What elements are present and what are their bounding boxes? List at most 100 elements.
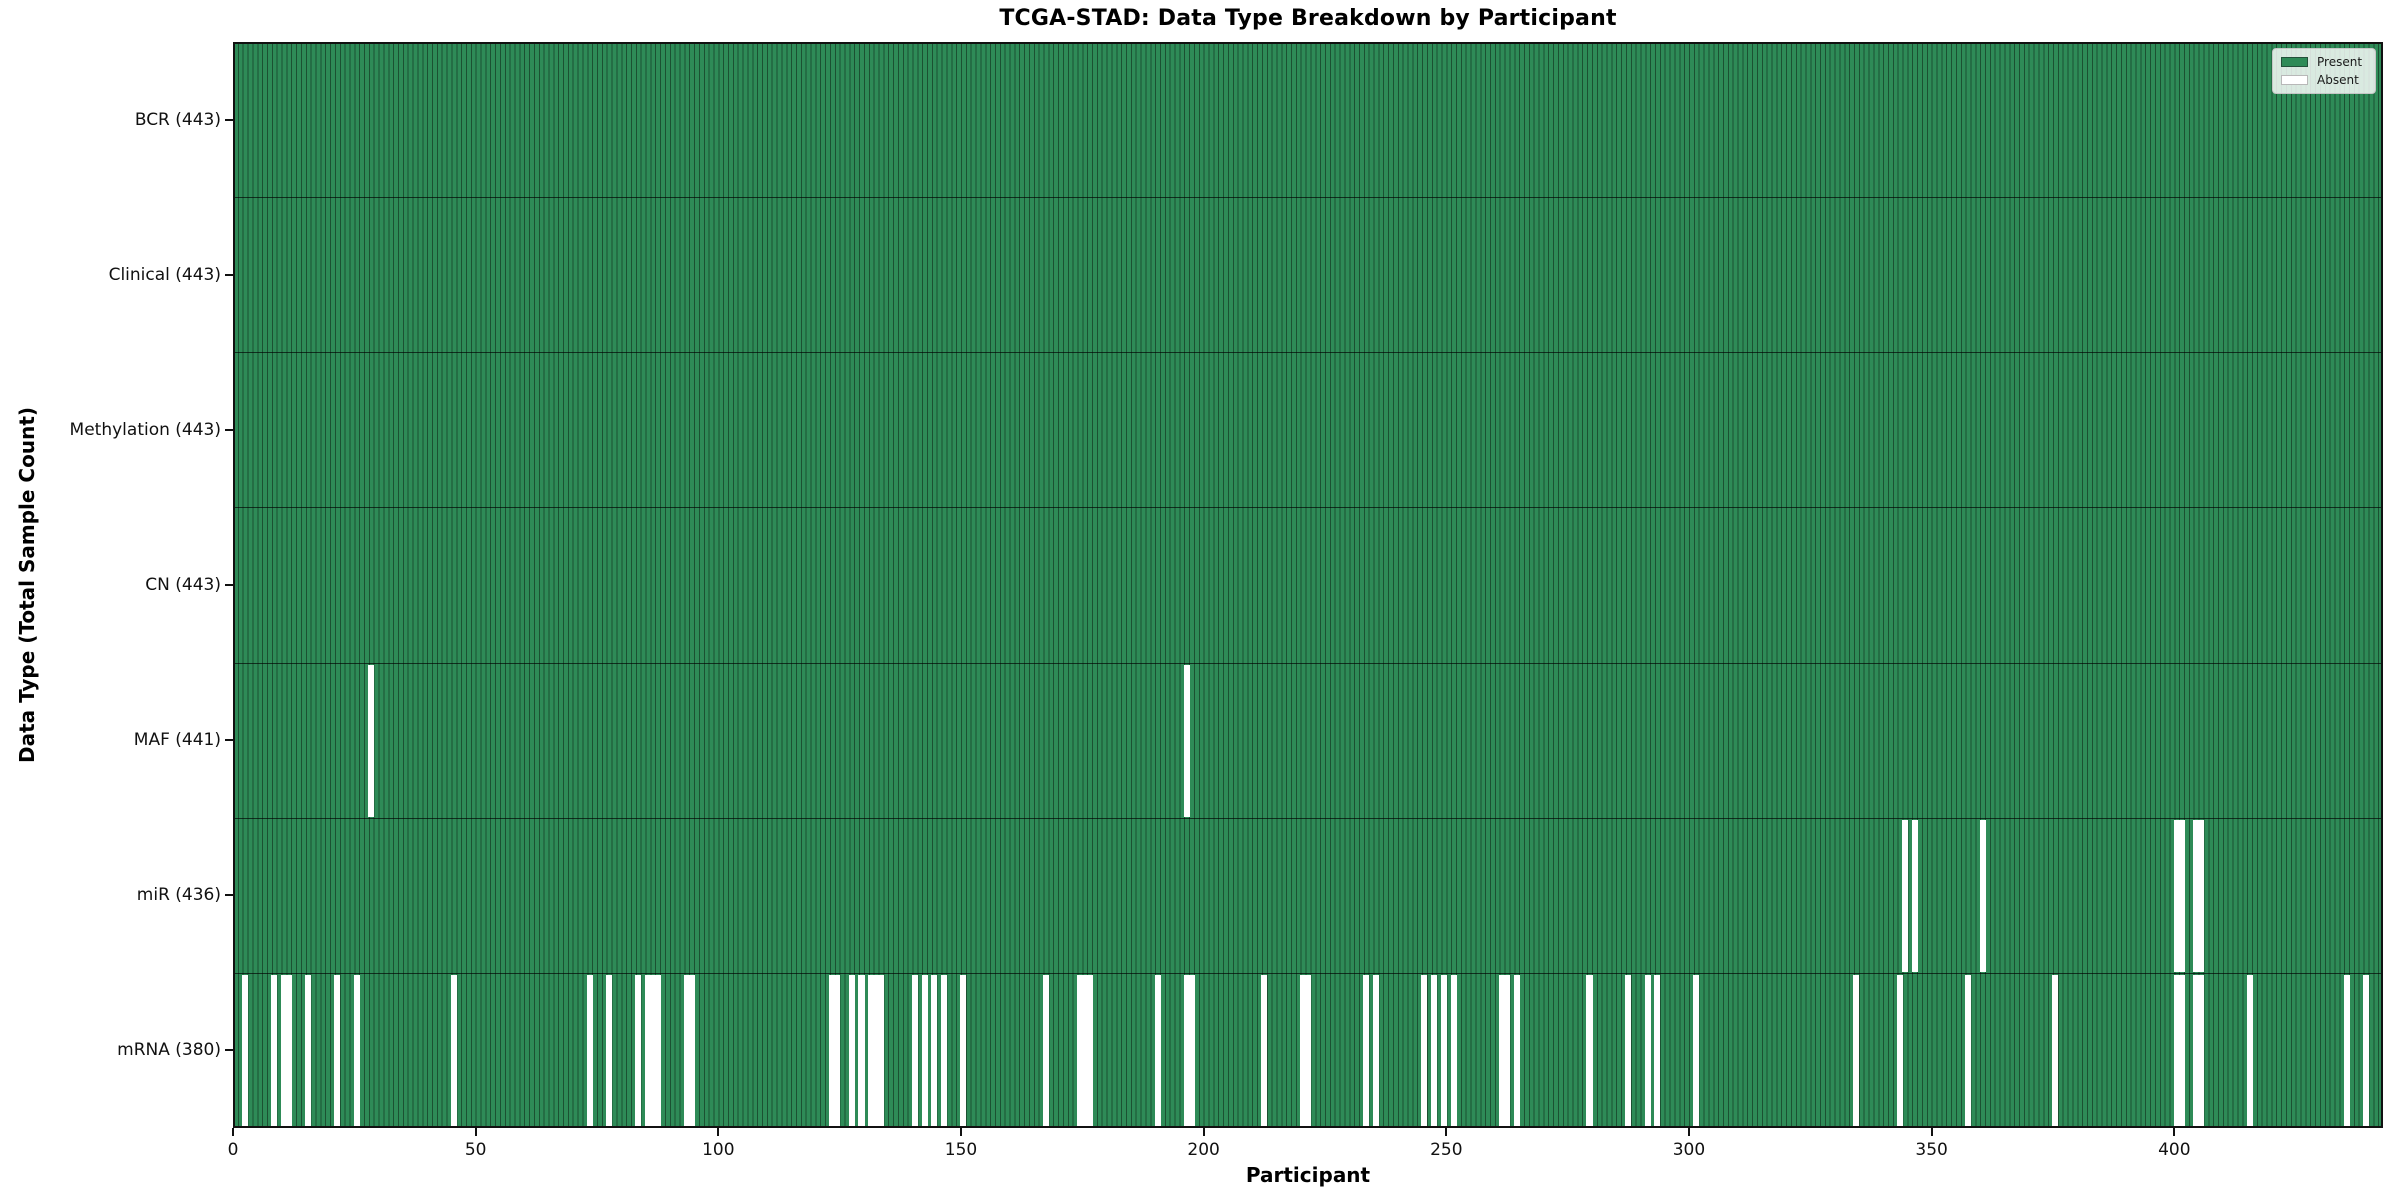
x-tick-label-250: 250 (1430, 1140, 1463, 1160)
absent-gap-mRNA-175 (1081, 974, 1088, 1127)
absent-gap-mRNA-176 (1086, 974, 1093, 1127)
x-tick-mark (1202, 1128, 1205, 1136)
absent-gap-mRNA-251 (1450, 974, 1457, 1127)
absent-gap-mRNA-401 (2178, 974, 2185, 1127)
absent-gap-mRNA-123 (829, 974, 836, 1127)
y-tick-label-Clinical: Clinical (443) (108, 264, 221, 285)
y-tick-label-Methylation: Methylation (443) (69, 419, 221, 440)
y-tick-mark (225, 894, 233, 897)
absent-gap-mRNA-375 (2052, 974, 2059, 1127)
absent-gap-mRNA-133 (877, 974, 884, 1127)
absent-gap-mRNA-10 (280, 974, 287, 1127)
row-band-Clinical (233, 197, 2383, 353)
y-tick-label-MAF: MAF (441) (133, 730, 221, 751)
legend-item-present: Present (2281, 56, 2367, 68)
absent-gap-mRNA-129 (858, 974, 865, 1127)
absent-gap-mRNA-220 (1300, 974, 1307, 1127)
absent-gap-mRNA-83 (635, 974, 642, 1127)
row-band-CN (233, 507, 2383, 663)
absent-gap-mRNA-301 (1693, 974, 1700, 1127)
row-band-mRNA (233, 972, 2383, 1128)
absent-gap-mRNA-140 (911, 974, 918, 1127)
absent-gap-mRNA-212 (1261, 974, 1268, 1127)
absent-gap-mRNA-435 (2343, 974, 2350, 1127)
y-tick-label-BCR: BCR (443) (134, 109, 221, 130)
x-tick-mark (1687, 1128, 1690, 1136)
x-tick-label-400: 400 (2158, 1140, 2191, 1160)
x-tick-mark (232, 1128, 234, 1136)
absent-gap-mRNA-124 (834, 974, 841, 1127)
x-tick-label-200: 200 (1187, 1140, 1220, 1160)
legend-swatch-absent (2281, 75, 2308, 85)
absent-gap-mRNA-174 (1076, 974, 1083, 1127)
absent-gap-mRNA-343 (1897, 974, 1904, 1127)
legend: Present Absent (2272, 48, 2376, 94)
x-tick-label-300: 300 (1672, 1140, 1706, 1160)
absent-gap-mRNA-197 (1188, 974, 1195, 1127)
absent-gap-mRNA-127 (848, 974, 855, 1127)
absent-gap-mRNA-2 (242, 974, 249, 1127)
x-tick-label-0: 0 (227, 1140, 239, 1160)
absent-gap-mRNA-144 (931, 974, 938, 1127)
x-tick-label-350: 350 (1915, 1140, 1948, 1160)
absent-gap-mRNA-262 (1503, 974, 1510, 1127)
x-tick-label-100: 100 (702, 1140, 735, 1160)
absent-gap-MAF-28 (368, 664, 375, 817)
absent-gap-mRNA-400 (2173, 974, 2180, 1127)
absent-gap-mRNA-233 (1363, 974, 1370, 1127)
x-tick-mark (474, 1128, 477, 1136)
y-tick-label-CN: CN (443) (145, 575, 221, 595)
absent-gap-mRNA-73 (586, 974, 593, 1127)
absent-gap-mRNA-25 (353, 974, 360, 1127)
absent-gap-miR-360 (1979, 819, 1986, 972)
x-axis-title: Participant (1245, 1163, 1371, 1187)
absent-gap-mRNA-245 (1421, 974, 1428, 1127)
absent-gap-MAF-196 (1183, 664, 1190, 817)
absent-gap-mRNA-196 (1183, 974, 1190, 1127)
absent-gap-mRNA-279 (1586, 974, 1593, 1127)
absent-gap-mRNA-142 (921, 974, 928, 1127)
absent-gap-mRNA-94 (688, 974, 695, 1127)
absent-gap-mRNA-221 (1304, 974, 1312, 1127)
absent-gap-miR-344 (1901, 819, 1908, 972)
absent-gap-mRNA-249 (1440, 974, 1447, 1127)
absent-gap-mRNA-404 (2193, 974, 2200, 1127)
absent-gap-mRNA-247 (1431, 974, 1438, 1127)
legend-item-absent: Absent (2281, 74, 2367, 86)
absent-gap-mRNA-190 (1154, 974, 1161, 1127)
absent-gap-mRNA-264 (1513, 974, 1520, 1127)
chart-title: TCGA-STAD: Data Type Breakdown by Partic… (999, 6, 1617, 31)
absent-gap-mRNA-11 (285, 974, 292, 1127)
y-tick-mark (225, 1049, 233, 1052)
x-tick-label-150: 150 (944, 1140, 978, 1160)
x-tick-label-50: 50 (464, 1140, 487, 1160)
absent-gap-mRNA-261 (1499, 974, 1506, 1127)
row-band-miR (233, 817, 2383, 973)
plot-area: Present Absent (233, 42, 2383, 1128)
absent-gap-mRNA-15 (305, 974, 312, 1127)
absent-gap-mRNA-334 (1853, 974, 1860, 1127)
row-band-MAF (233, 662, 2383, 818)
absent-gap-mRNA-167 (1042, 974, 1049, 1127)
absent-gap-mRNA-415 (2246, 974, 2253, 1127)
absent-gap-mRNA-287 (1625, 974, 1632, 1127)
x-tick-mark (1445, 1128, 1448, 1136)
absent-gap-miR-401 (2178, 819, 2185, 972)
absent-gap-mRNA-405 (2197, 974, 2205, 1127)
absent-gap-mRNA-8 (271, 974, 278, 1127)
legend-label-present: Present (2317, 55, 2363, 69)
absent-gap-mRNA-85 (644, 974, 651, 1127)
y-tick-mark (225, 273, 233, 276)
absent-gap-mRNA-132 (873, 974, 880, 1127)
absent-gap-mRNA-87 (654, 974, 661, 1127)
absent-gap-mRNA-131 (868, 974, 875, 1127)
absent-gap-miR-405 (2197, 819, 2205, 972)
absent-gap-mRNA-77 (606, 974, 613, 1127)
absent-gap-mRNA-235 (1372, 974, 1379, 1127)
legend-label-absent: Absent (2317, 73, 2359, 87)
absent-gap-miR-404 (2193, 819, 2200, 972)
absent-gap-mRNA-293 (1654, 974, 1661, 1127)
legend-swatch-present (2281, 57, 2308, 67)
absent-gap-mRNA-357 (1965, 974, 1972, 1127)
